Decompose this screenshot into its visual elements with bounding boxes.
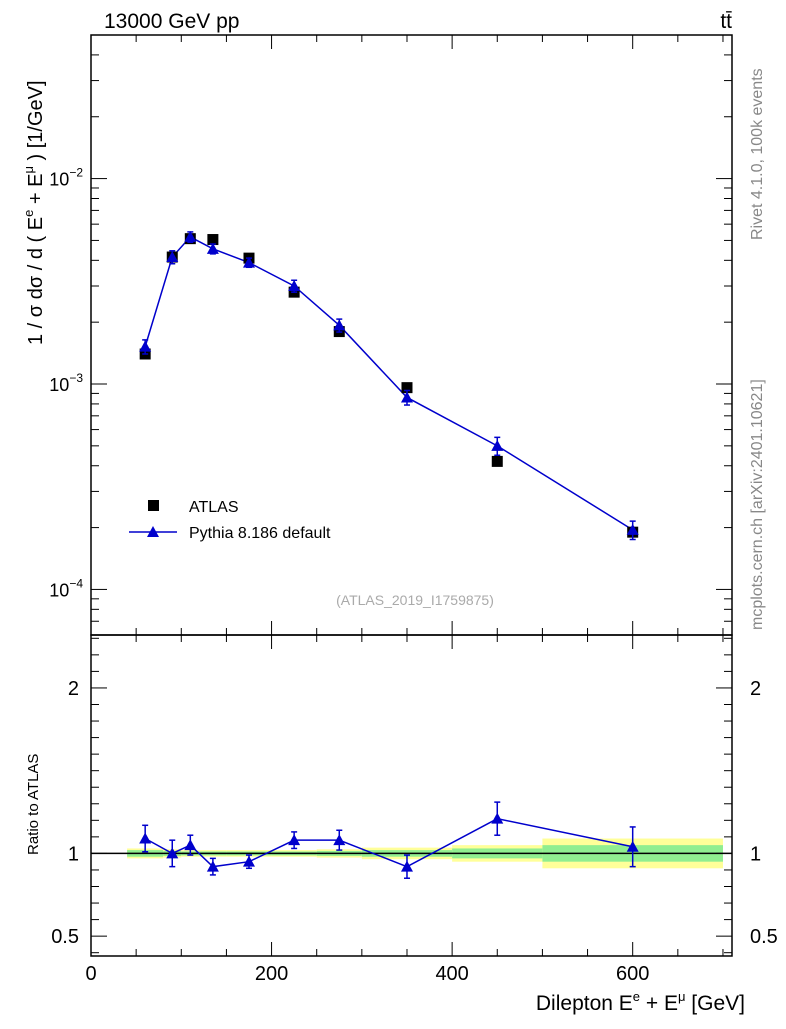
ratio-y-tick-label: 0.5 xyxy=(51,926,79,948)
legend-data-label: ATLAS xyxy=(189,499,239,516)
ratio-point xyxy=(626,840,639,852)
mc-point xyxy=(626,523,639,535)
mc-point xyxy=(184,230,197,242)
data-point xyxy=(491,455,503,467)
axis-tick-labels: 0 200 400 600 10−4 10−3 10−2 0.5 0.5 1 1 2 2 xyxy=(49,166,778,985)
process-label: tt̄ xyxy=(720,10,732,33)
mc-series-line xyxy=(144,235,634,531)
x-tick-label: 400 xyxy=(435,963,468,985)
ratio-point xyxy=(400,860,413,872)
mc-point xyxy=(206,242,219,254)
ratio-point xyxy=(333,834,346,846)
rivet-version-label: Rivet 4.1.0, 100k events xyxy=(749,68,766,240)
ratio-y-axis-label: Ratio to ATLAS xyxy=(25,754,42,855)
legend-mc-label: Pythia 8.186 default xyxy=(189,525,331,542)
svg-text:Dilepton Ee + Eμ [GeV]: Dilepton Ee + Eμ [GeV] xyxy=(536,989,745,1015)
mc-point xyxy=(333,319,346,331)
ratio-point xyxy=(491,812,504,824)
mc-point xyxy=(242,256,255,268)
main-plot-marks xyxy=(139,230,639,541)
ratio-point xyxy=(166,847,179,859)
y-tick-label: 10−2 xyxy=(49,166,83,190)
ratio-y-tick-label-right: 1 xyxy=(750,843,761,865)
ratio-point xyxy=(288,834,301,846)
mcplots-label: mcplots.cern.ch [arXiv:2401.10621] xyxy=(749,379,766,630)
legend-data-marker xyxy=(148,500,159,511)
analysis-tag: (ATLAS_2019_I1759875) xyxy=(336,592,494,608)
legend: ATLAS Pythia 8.186 default xyxy=(129,499,331,542)
mc-point xyxy=(288,279,301,291)
main-plot-frame xyxy=(90,34,733,636)
ratio-plot-marks xyxy=(139,801,639,879)
svg-text:1 / σ dσ / d ( Ee + Eμ ) [1/G: 1 / σ dσ / d ( Ee + Eμ ) [1/GeV] xyxy=(21,80,47,345)
data-point xyxy=(401,382,413,394)
y-tick-label: 10−4 xyxy=(49,576,83,600)
ratio-point xyxy=(139,832,152,844)
ratio-y-tick-label: 1 xyxy=(68,843,79,865)
ratio-y-tick-label-right: 0.5 xyxy=(750,926,778,948)
axis-ticks xyxy=(90,34,732,956)
x-tick-label: 0 xyxy=(85,963,96,985)
mc-point xyxy=(400,391,413,403)
data-point xyxy=(207,234,219,246)
x-axis-label: Dilepton Ee + Eμ [GeV] xyxy=(536,989,745,1015)
x-tick-label: 200 xyxy=(255,963,288,985)
ratio-series-line xyxy=(144,817,633,868)
ratio-y-tick-label: 2 xyxy=(68,678,79,700)
y-tick-label: 10−3 xyxy=(49,371,83,395)
main-y-axis-label: 1 / σ dσ / d ( Ee + Eμ ) [1/GeV] xyxy=(21,80,47,345)
legend-mc-marker xyxy=(147,526,159,537)
mc-point xyxy=(166,251,179,263)
ratio-point xyxy=(242,855,255,867)
ratio-plot-frame xyxy=(90,634,733,957)
ratio-point xyxy=(184,839,197,851)
ratio-y-tick-label-right: 2 xyxy=(750,678,761,700)
ratio-point xyxy=(206,860,219,872)
energy-label: 13000 GeV pp xyxy=(104,10,239,33)
mc-point xyxy=(491,439,504,451)
x-tick-label: 600 xyxy=(616,963,649,985)
mc-point xyxy=(139,340,152,352)
